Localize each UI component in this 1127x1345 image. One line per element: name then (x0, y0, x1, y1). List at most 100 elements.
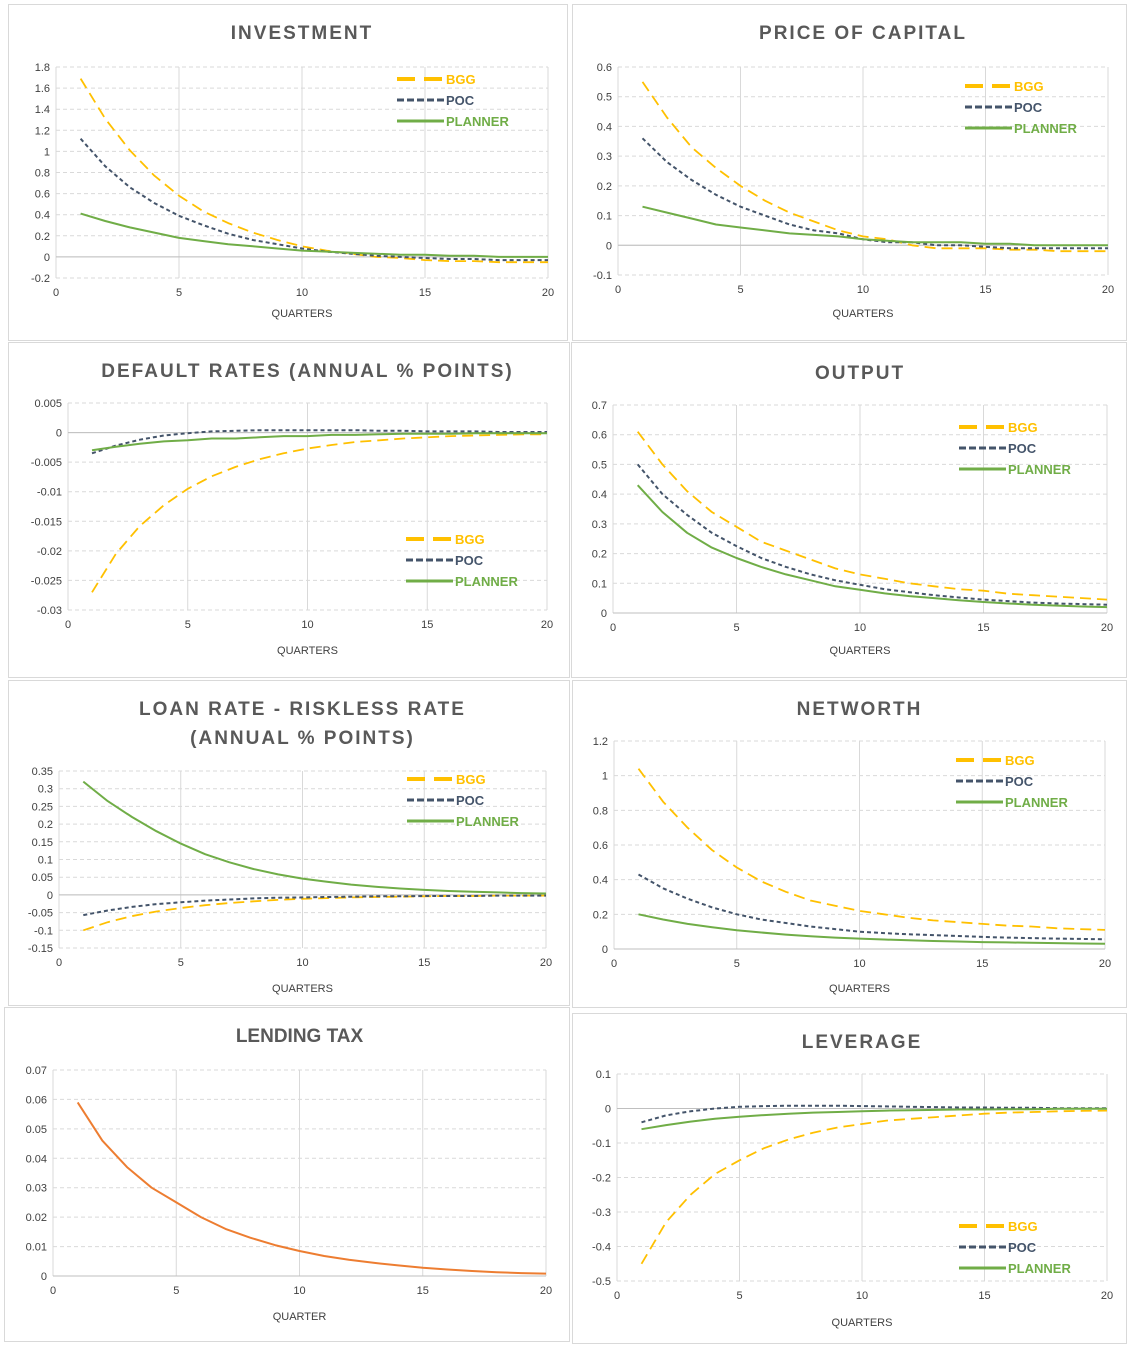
y-tick-label: 0.3 (592, 519, 607, 531)
y-tick-label: -0.01 (37, 487, 62, 499)
y-tick-label: 0 (605, 1104, 611, 1116)
x-tick-label: 0 (53, 287, 59, 299)
series-line-bgg (641, 81, 1108, 253)
x-axis-label: QUARTER (273, 1311, 327, 1323)
x-tick-label: 5 (176, 287, 182, 299)
x-tick-label: 15 (421, 619, 433, 631)
x-axis-label: QUARTERS (832, 1317, 893, 1329)
y-tick-label: 0.3 (597, 151, 612, 163)
chart-svg: OUTPUT 0 0.1 0.2 0.3 0.4 0.5 0.6 0.7 0 5 10 15 20 QUAR… (592, 363, 1113, 657)
x-tick-label: 15 (977, 622, 989, 634)
series-line-bgg (91, 433, 547, 593)
y-tick-label: 0.5 (597, 92, 612, 104)
chart-svg: LOAN RATE - RISKLESS RATE (ANNUAL % POINT… (28, 699, 552, 995)
chart-title: LENDING TAX (236, 1026, 364, 1047)
series-line-planner (82, 780, 547, 895)
x-tick-label: 5 (185, 619, 191, 631)
series-line-bgg (79, 78, 548, 264)
series-line-planner (638, 913, 1106, 945)
legend-label-planner: PLANNER (1005, 795, 1068, 810)
y-tick-label: 0.5 (592, 459, 607, 471)
series-line-bgg (636, 431, 1108, 601)
y-tick-label: 0 (41, 1271, 47, 1283)
chart-panel-loan-spread: LOAN RATE - RISKLESS RATE (ANNUAL % POINT… (8, 680, 570, 1006)
x-tick-label: 20 (1101, 1290, 1113, 1302)
y-tick-label: 0.02 (26, 1212, 47, 1224)
y-tick-label: 0.2 (592, 549, 607, 561)
legend-label-planner: PLANNER (446, 114, 509, 129)
x-tick-label: 15 (418, 957, 430, 969)
chart-svg: PRICE OF CAPITAL-0.100.10.20.30.40.50.60… (593, 23, 1114, 320)
y-tick-label: 0.07 (26, 1065, 47, 1077)
chart-svg: LENDING TAX 0 0.01 0.02 0.03 0.04 0.05 0.06 0.07… (26, 1026, 553, 1323)
x-axis-label: QUARTERS (830, 645, 891, 657)
x-tick-label: 5 (733, 622, 739, 634)
x-axis-label: QUARTERS (833, 308, 894, 320)
chart-svg: DEFAULT RATES (ANNUAL % POINTS) -0.03 -0.0… (31, 361, 553, 657)
x-tick-label: 20 (540, 1285, 552, 1297)
y-tick-label: -0.4 (592, 1242, 611, 1254)
y-tick-label: 1 (44, 146, 50, 158)
chart-panel-default-rates: DEFAULT RATES (ANNUAL % POINTS) -0.03 -0.0… (8, 342, 570, 678)
y-tick-label: 0.01 (26, 1242, 47, 1254)
chart-svg: NETWORTH 0 0.2 0.4 0.6 0.8 1 1.2 0 5 10 15 20 QUARTER… (593, 699, 1111, 995)
x-tick-label: 10 (856, 1290, 868, 1302)
series-line-poc (638, 873, 1106, 941)
y-tick-label: -0.1 (34, 925, 53, 937)
chart-panel-price-of-capital: PRICE OF CAPITAL -0.1 0 0.1 0.2 0.3 0.4 0.5 0.6 0… (572, 4, 1127, 341)
x-tick-label: 20 (1102, 284, 1114, 296)
x-tick-label: 5 (737, 284, 743, 296)
legend-label-poc: POC (456, 793, 485, 808)
y-tick-label: 0.35 (32, 766, 53, 778)
y-tick-label: -0.1 (593, 270, 612, 282)
y-tick-label: 0.1 (38, 855, 53, 867)
y-tick-label: 0 (601, 608, 607, 620)
x-tick-label: 10 (854, 622, 866, 634)
y-tick-label: 0.3 (38, 784, 53, 796)
x-tick-label: 0 (610, 622, 616, 634)
x-tick-label: 0 (614, 1290, 620, 1302)
legend-label-bgg: BGG (1008, 1219, 1038, 1234)
series-line-planner (636, 484, 1108, 609)
legend-label-poc: POC (1005, 774, 1034, 789)
y-tick-label: -0.2 (592, 1173, 611, 1185)
y-tick-label: 1 (602, 771, 608, 783)
y-tick-label: 0 (56, 428, 62, 440)
y-tick-label: 0.06 (26, 1094, 47, 1106)
x-tick-label: 0 (65, 619, 71, 631)
y-tick-label: 0 (606, 240, 612, 252)
y-tick-label: 0.05 (26, 1124, 47, 1136)
x-tick-label: 15 (419, 287, 431, 299)
series-line-poc (641, 137, 1108, 250)
legend-label-planner: PLANNER (455, 574, 518, 589)
x-tick-label: 0 (615, 284, 621, 296)
y-tick-label: 0.03 (26, 1183, 47, 1195)
legend-label-bgg: BGG (1008, 420, 1038, 435)
y-tick-label: 0.1 (592, 578, 607, 590)
y-tick-label: 1.2 (593, 736, 608, 748)
chart-title-line2: (ANNUAL % POINTS) (190, 728, 415, 749)
legend-label-poc: POC (1008, 441, 1037, 456)
y-tick-label: 0.04 (26, 1153, 47, 1165)
y-tick-label: 0.6 (35, 189, 50, 201)
series-line-bgg (640, 1109, 1108, 1265)
chart-title: NETWORTH (797, 699, 923, 720)
y-tick-label: -0.015 (31, 516, 62, 528)
x-axis-label: QUARTERS (272, 983, 333, 995)
legend-label-bgg: BGG (455, 532, 485, 547)
series-line-planner (91, 432, 547, 452)
legend-label-planner: PLANNER (456, 814, 519, 829)
chart-panel-lending-tax: LENDING TAX 0 0.01 0.02 0.03 0.04 0.05 0.06 0.07… (4, 1007, 570, 1342)
y-tick-label: 0.005 (34, 398, 62, 410)
y-tick-label: 0.2 (593, 909, 608, 921)
chart-panel-output: OUTPUT 0 0.1 0.2 0.3 0.4 0.5 0.6 0.7 0 5 10 15 20 QUAR… (571, 342, 1127, 678)
x-tick-label: 20 (540, 957, 552, 969)
series-line-planner (641, 1107, 1107, 1131)
chart-title: PRICE OF CAPITAL (759, 23, 967, 44)
series-line-poc (83, 894, 546, 917)
y-tick-label: -0.2 (31, 273, 50, 285)
x-tick-label: 15 (979, 284, 991, 296)
y-tick-label: 0.4 (597, 121, 612, 133)
x-axis-label: QUARTERS (277, 645, 338, 657)
legend-label-planner: PLANNER (1008, 462, 1071, 477)
